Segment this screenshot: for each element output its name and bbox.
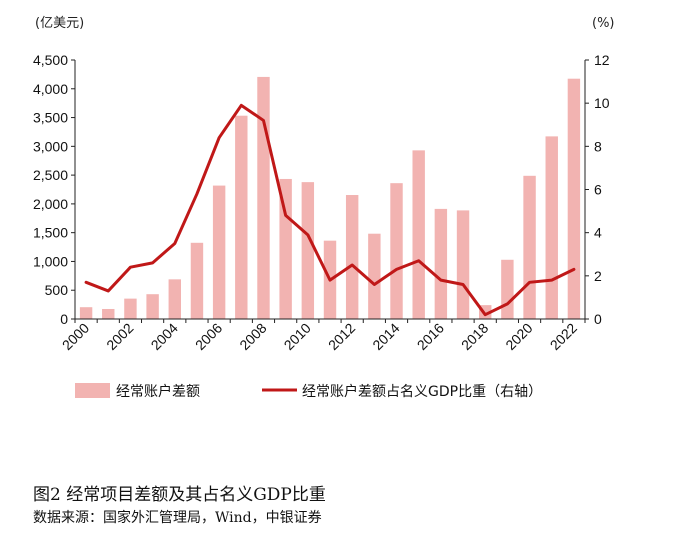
bar-2021 <box>545 136 558 319</box>
x-tick-label: 2002 <box>103 320 136 353</box>
bar-2003 <box>146 294 159 319</box>
data-source-note: 数据来源：国家外汇管理局，Wind，中银证券 <box>33 510 322 526</box>
left-tick-label: 1,000 <box>33 253 68 269</box>
bar-2015 <box>412 150 425 319</box>
bar-2013 <box>368 233 381 319</box>
bar-2022 <box>567 78 581 319</box>
left-tick-label: 4,500 <box>33 52 68 68</box>
right-tick-label: 2 <box>594 268 602 284</box>
x-tick-label: 2020 <box>502 320 535 353</box>
right-tick-label: 4 <box>594 225 602 241</box>
right-tick-label: 12 <box>594 52 610 68</box>
x-tick-label: 2008 <box>236 320 269 353</box>
bar-2017 <box>456 210 470 319</box>
left-tick-label: 4,000 <box>33 81 68 97</box>
line-series <box>84 103 576 317</box>
bar-series <box>79 76 581 320</box>
left-tick-label: 2,000 <box>33 196 68 212</box>
left-tick-label: 3,000 <box>33 138 68 154</box>
legend-line-label: 经常账户差额占名义GDP比重（右轴） <box>302 383 542 400</box>
left-tick-label: 3,500 <box>33 110 68 126</box>
bar-2004 <box>168 279 181 319</box>
legend: 经常账户差额 经常账户差额占名义GDP比重（右轴） <box>75 383 542 400</box>
x-tick-label: 2014 <box>369 320 402 353</box>
chart: (亿美元) (%) 0 500 1,000 1,500 2,000 2,500 3,000 3… <box>33 16 615 400</box>
bar-2005 <box>190 242 204 319</box>
bar-2006 <box>212 185 226 319</box>
right-tick-label: 10 <box>594 95 610 111</box>
left-tick-label: 2,500 <box>33 167 68 183</box>
x-tick-label: 2022 <box>547 320 580 353</box>
left-axis-unit: (亿美元) <box>35 16 84 31</box>
bar-2016 <box>434 208 448 319</box>
x-tick-label: 2006 <box>192 320 225 353</box>
gdp-ratio-line <box>84 103 576 317</box>
bar-2001 <box>102 308 115 319</box>
legend-bar-swatch <box>75 383 110 398</box>
legend-bar-label: 经常账户差额 <box>116 383 200 400</box>
left-tick-label: 500 <box>45 282 69 298</box>
x-tick-label: 2012 <box>325 320 358 353</box>
right-axis-unit: (%) <box>592 16 615 31</box>
bar-2009 <box>279 178 292 319</box>
bar-2000 <box>79 307 93 319</box>
x-tick-label: 2004 <box>148 320 181 353</box>
bar-2010 <box>301 182 315 319</box>
bar-2002 <box>124 298 137 319</box>
bar-2014 <box>390 183 403 319</box>
x-tick-label: 2016 <box>414 320 447 353</box>
figure-caption: 图2 经常项目差额及其占名义GDP比重 <box>33 485 326 505</box>
bar-2020 <box>523 175 536 319</box>
x-tick-label: 2010 <box>281 320 314 353</box>
left-tick-label: 1,500 <box>33 225 68 241</box>
axes: 0 500 1,000 1,500 2,000 2,500 3,000 3,500 4,000 4… <box>33 52 610 353</box>
right-tick-label: 8 <box>594 138 602 154</box>
bar-2019 <box>501 259 514 319</box>
bar-2007 <box>235 115 248 319</box>
right-tick-label: 0 <box>594 311 602 327</box>
left-tick-label: 0 <box>60 311 68 327</box>
bar-2012 <box>345 195 359 319</box>
bar-2008 <box>257 76 270 320</box>
x-tick-label: 2018 <box>458 320 491 353</box>
right-tick-label: 6 <box>594 182 602 198</box>
